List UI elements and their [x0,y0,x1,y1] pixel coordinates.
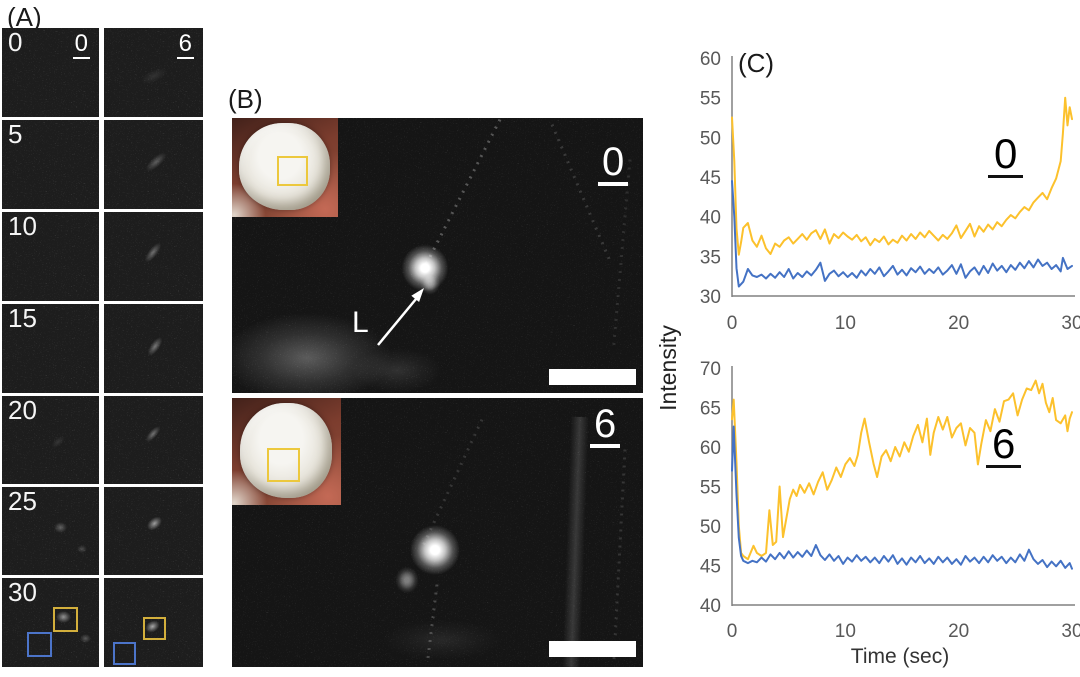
x-tick-label: 0 [727,621,738,642]
bright-spot [79,633,91,643]
y-tick-label: 45 [700,168,721,189]
y-tick-label: 65 [700,399,721,420]
chart-6: 40 45 50 55 60 65 70 0 10 20 30 [700,359,1080,642]
y-tick-label: 40 [700,596,721,617]
panel-a-cell-row6-col1 [104,578,203,667]
chart-6-label: 6 [986,423,1022,468]
panel-a-cell-row4-col0: 20 [2,396,99,484]
x-tick-label: 10 [835,313,856,334]
roi-box-blue [27,632,52,657]
image-label: 0 [598,142,629,186]
x-tick-label: 20 [948,313,969,334]
x-tick-label: 30 [1061,313,1080,334]
y-tick-label: 55 [700,478,721,499]
lesion-letter: L [352,306,369,339]
scale-bar [549,369,636,385]
y-tick-label: 55 [700,89,721,110]
bright-spot [53,521,67,533]
speckle-streak [612,449,627,660]
speckle-band [562,416,589,667]
y-tick-label: 60 [700,49,721,70]
speckle-streak [611,159,632,349]
chart-0: 30 35 40 45 50 55 60 0 10 20 30 [700,49,1080,334]
panel-a-label: (A) [7,2,42,32]
frame-time-label: 5 [8,120,23,149]
bright-spot [142,149,170,175]
frame-time-label: 25 [8,487,37,516]
column-header-label: 6 [176,30,194,60]
scale-bar [549,641,636,657]
panel-a-image-grid: 0 0 6 5 10 15 20 25 30 [0,0,210,677]
x-tick-label: 0 [727,313,738,334]
y-tick-label: 40 [700,208,721,229]
column-header-label: 0 [72,30,90,60]
lesion-spot-tail [417,268,443,298]
y-tick-label: 70 [700,359,721,380]
panel-a-cell-row1-col1 [104,120,203,209]
panel-a-cell-row5-col1 [104,487,203,575]
panel-b-label: (B) [228,84,263,114]
y-tick-label: 45 [700,557,721,578]
tooth-photo [239,122,330,211]
y-tick-label: 50 [700,128,721,149]
image-label: 6 [590,404,621,448]
frame-time-label: 15 [8,304,37,333]
chart-0-label: 0 [988,133,1024,178]
bright-spot [143,423,163,445]
x-tick-label: 20 [948,621,969,642]
x-tick-label: 30 [1061,621,1080,642]
series-blue [731,180,1073,288]
frame-time-label: 20 [8,396,37,425]
speckle-noise [104,487,203,575]
x-axis-title: Time (sec) [850,645,950,668]
lesion-spot-tail [392,563,422,597]
panel-a-cell-row4-col1 [104,396,203,484]
bright-spot [138,64,170,88]
panel-c-label: (C) [738,48,775,78]
y-tick-label: 30 [700,287,721,308]
bright-spot [142,239,164,265]
y-tick-label: 60 [700,438,721,459]
lesion-spot [403,518,467,582]
speckle-noise [104,396,203,484]
panel-a-cell-row5-col0: 25 [2,487,99,575]
bright-spot [49,433,67,451]
panel-a-cell-row6-col0: 30 [2,578,99,667]
x-tick-label: 10 [835,621,856,642]
frame-time-label: 30 [8,578,37,607]
bright-spot [55,611,71,623]
series-yellow [731,379,1073,561]
panel-a-cell-row3-col1 [104,304,203,393]
roi-box-yellow [143,617,166,640]
y-tick-label: 35 [700,247,721,268]
panel-a-cell-row3-col0: 15 [2,304,99,393]
bright-spot [145,334,165,358]
speckle-cluster [232,313,392,393]
roi-box-yellow [277,156,308,186]
tooth-photo-inset [232,398,341,505]
series-yellow [731,96,1073,256]
speckle-cluster [382,620,502,660]
frame-time-label: 0 [8,28,23,57]
bright-spot [143,513,165,533]
y-tick-label: 50 [700,517,721,538]
panel-a-cell-row2-col1 [104,212,203,301]
speckle-cluster [352,348,442,393]
panel-a-cell-row2-col0: 10 [2,212,99,301]
roi-box-blue [113,642,136,665]
roi-box-yellow [53,607,78,632]
frame-time-label: 10 [8,212,37,241]
panel-b-image-0: 0 L [232,118,643,393]
panel-a-cell-row1-col0: 5 [2,120,99,209]
tooth-photo-inset [232,118,338,217]
series-blue [731,425,1073,570]
bright-spot [77,545,87,553]
panel-b-image-6: 6 [232,398,643,667]
panel-a-cell-row0-col1: 6 [104,28,203,117]
roi-box-yellow [267,448,300,482]
